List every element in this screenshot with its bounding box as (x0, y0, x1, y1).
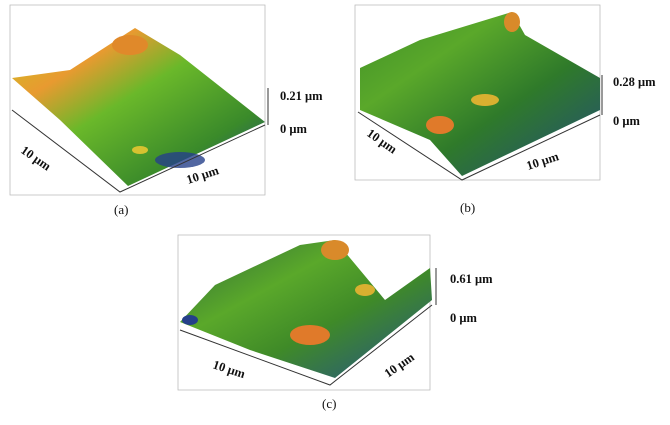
peak (471, 94, 499, 106)
peak (355, 284, 375, 296)
caption: (b) (460, 200, 475, 215)
valley (155, 152, 205, 168)
caption: (c) (322, 396, 336, 411)
peak (290, 325, 330, 345)
panel-c: 10 μm 10 μm 0.61 μm 0 μm (c) (178, 235, 493, 411)
y-label: 10 μm (382, 350, 418, 381)
caption: (a) (114, 202, 128, 217)
peak (112, 35, 148, 55)
peak (504, 12, 520, 32)
panel-b: 10 μm 10 μm 0.28 μm 0 μm (b) (355, 5, 656, 215)
x-label: 10 μm (211, 358, 247, 382)
x-label: 10 μm (525, 149, 561, 173)
z-min: 0 μm (450, 311, 477, 325)
figure: 10 μm 10 μm 0.21 μm 0 μm (a) 10 μm 10 μm… (0, 0, 670, 425)
peak (321, 240, 349, 260)
z-max: 0.21 μm (280, 89, 323, 103)
panel-a: 10 μm 10 μm 0.21 μm 0 μm (a) (10, 5, 323, 217)
valley (182, 315, 198, 325)
z-min: 0 μm (613, 114, 640, 128)
peak (132, 146, 148, 154)
peak (426, 116, 454, 134)
surface (360, 12, 600, 176)
y-label: 10 μm (18, 143, 54, 174)
z-max: 0.61 μm (450, 272, 493, 286)
z-min: 0 μm (280, 122, 307, 136)
y-label: 10 μm (364, 126, 400, 157)
z-max: 0.28 μm (613, 75, 656, 89)
